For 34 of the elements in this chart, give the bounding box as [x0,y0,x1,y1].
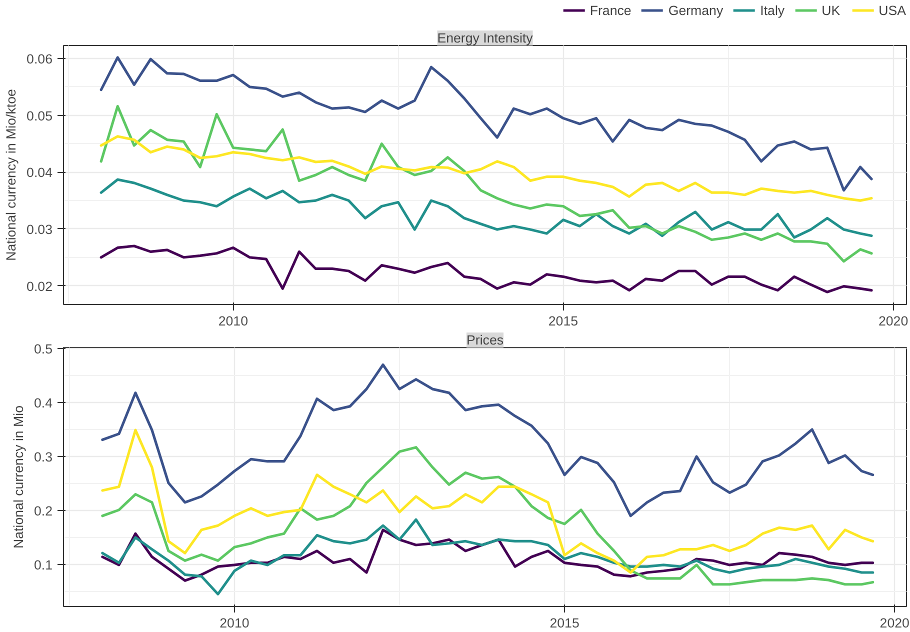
line-series [100,244,873,294]
x-tick-label: 2010 [218,314,248,328]
chart-title: Prices [466,332,504,348]
x-tick-label: 2020 [880,616,910,630]
y-tick-label: 0.5 [34,342,53,357]
line-series [100,135,873,202]
y-tick-label: 0.03 [26,222,53,237]
y-tick-label: 0.2 [34,503,53,518]
y-axis-title: National currency in Mio [10,406,26,548]
legend-label: UK [822,2,842,18]
legend-label: Germany [668,2,724,18]
y-tick-label: 0.06 [26,52,53,67]
y-tick-label: 0.02 [26,278,53,294]
line-series [100,56,873,192]
y-axis-title: National currency in Mio/ktoe [4,89,19,261]
legend-label: France [590,2,632,18]
y-tick-label: 0.3 [34,449,53,464]
legend-label: Italy [760,2,785,18]
legend-label: USA [878,2,906,18]
line-series [100,178,873,239]
x-tick-label: 2015 [550,616,580,630]
y-tick-label: 0.4 [34,396,54,411]
line-series [101,363,874,518]
x-tick-label: 2015 [548,314,578,328]
x-tick-label: 2020 [878,314,908,328]
x-tick-label: 2010 [220,616,250,630]
y-tick-label: 0.1 [34,557,53,572]
y-tick-label: 0.05 [26,108,53,124]
line-series [101,428,874,574]
y-tick-label: 0.04 [26,165,54,180]
chart-title: Energy Intensity [437,30,534,46]
line-series [101,446,874,586]
line-series [101,518,874,596]
line-series [100,104,873,263]
